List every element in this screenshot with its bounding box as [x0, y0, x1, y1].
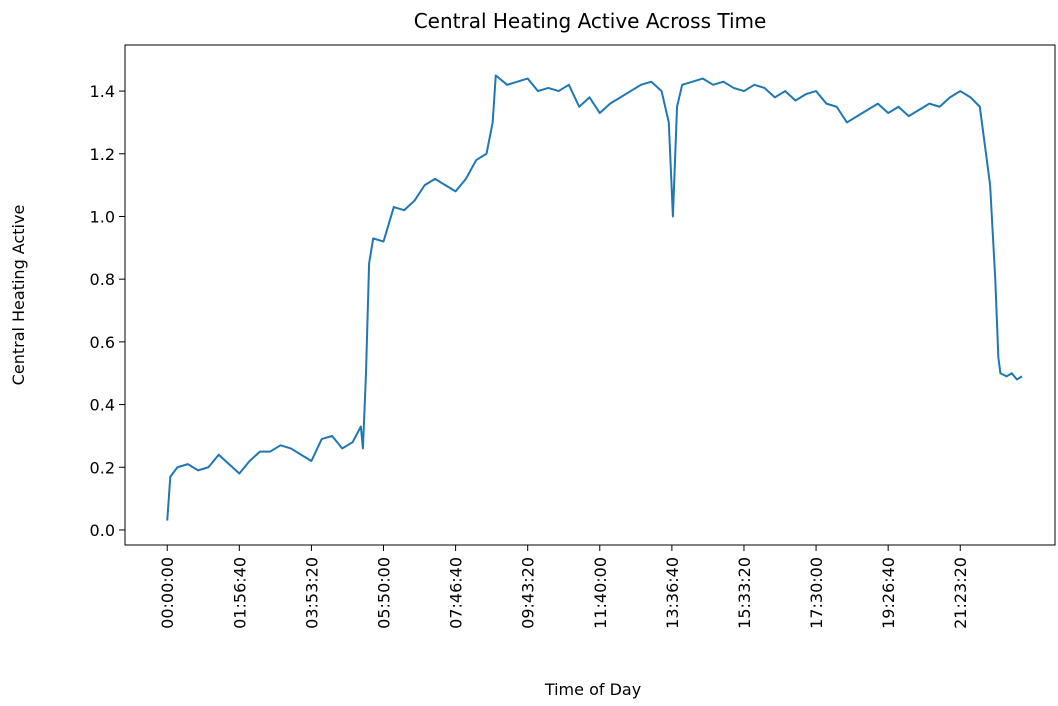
- y-tick-label: 1.2: [90, 145, 115, 164]
- x-tick-label: 03:53:20: [302, 557, 321, 629]
- x-tick-label: 21:23:20: [951, 557, 970, 629]
- x-tick-label: 15:33:20: [735, 557, 754, 629]
- chart-title: Central Heating Active Across Time: [414, 9, 767, 33]
- x-tick-label: 11:40:00: [591, 557, 610, 629]
- x-tick-label: 01:56:40: [230, 557, 249, 629]
- x-tick-label: 13:36:40: [663, 557, 682, 629]
- x-tick-label: 07:46:40: [447, 557, 466, 629]
- x-tick-label: 00:00:00: [158, 557, 177, 629]
- y-tick-label: 1.0: [90, 207, 115, 226]
- y-tick-label: 0.2: [90, 458, 115, 477]
- x-tick-label: 17:30:00: [807, 557, 826, 629]
- axes-frame: [124, 44, 1056, 546]
- y-tick-label: 0.6: [90, 333, 115, 352]
- x-tick-label: 19:26:40: [879, 557, 898, 629]
- y-tick-label: 0.8: [90, 270, 115, 289]
- y-tick-label: 1.4: [90, 82, 115, 101]
- x-axis-title: Time of Day: [544, 680, 641, 699]
- y-tick-label: 0.4: [90, 396, 115, 415]
- y-tick-label: 0.0: [90, 521, 115, 540]
- data-line: [166, 74, 1023, 521]
- x-tick-label: 05:50:00: [375, 557, 394, 629]
- x-tick-label: 09:43:20: [519, 557, 538, 629]
- y-axis-title: Central Heating Active: [9, 205, 28, 386]
